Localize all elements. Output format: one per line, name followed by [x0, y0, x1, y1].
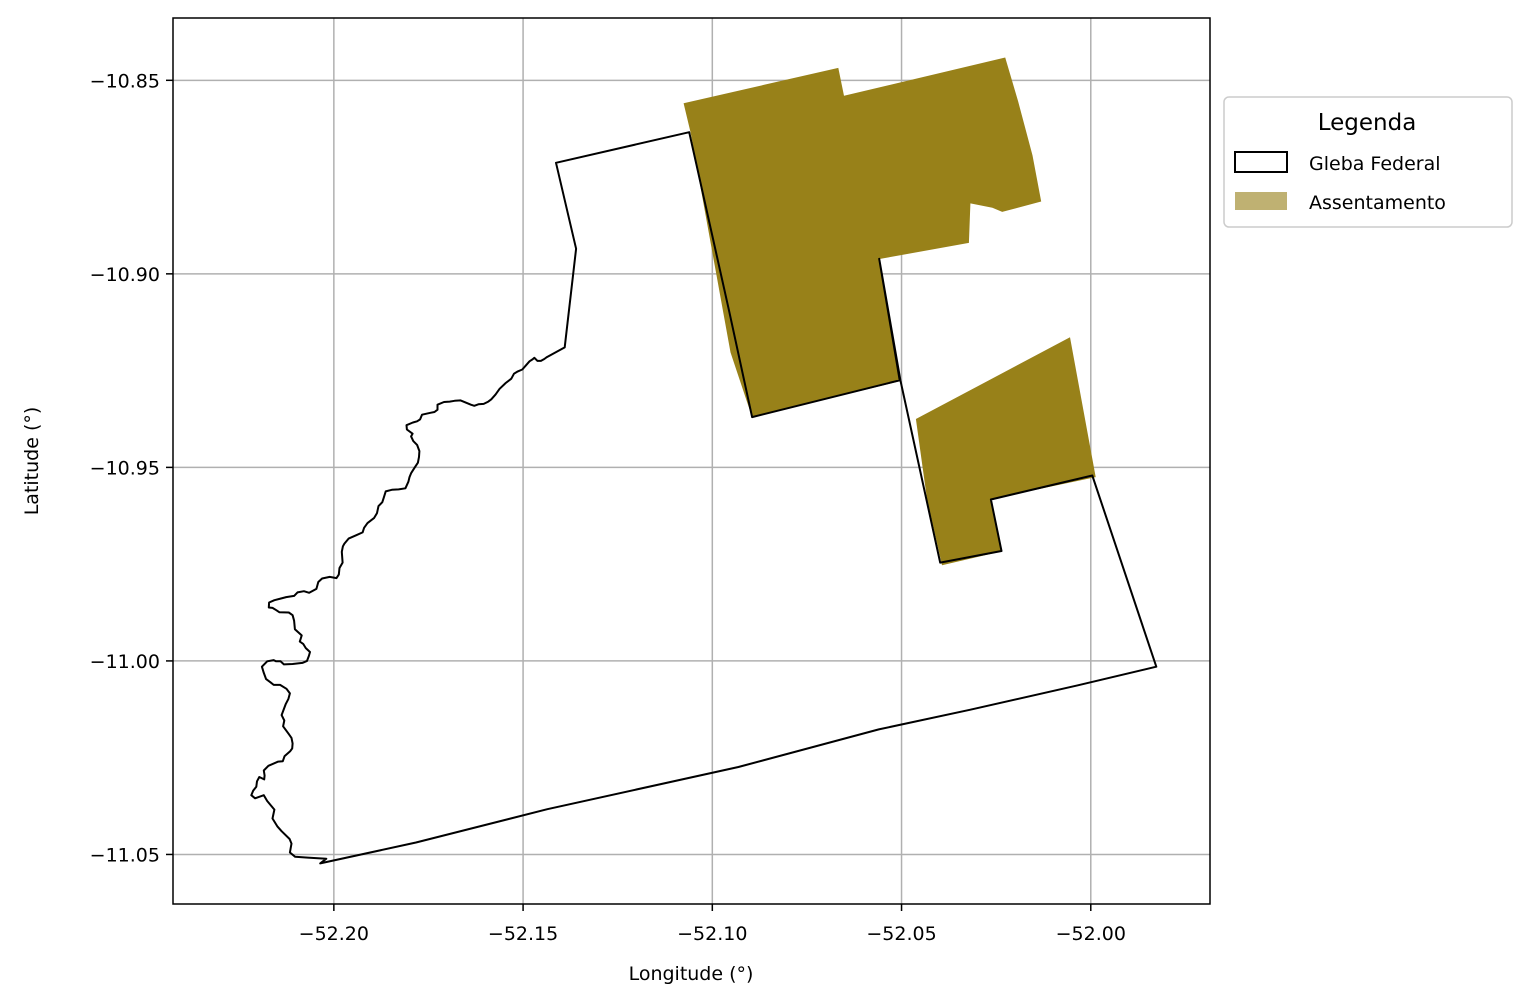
y-tick-label: −10.95 [90, 457, 160, 479]
y-tick-label: −10.90 [90, 264, 160, 286]
y-tick-label: −10.85 [90, 70, 160, 92]
legend-label-gleba-federal: Gleba Federal [1309, 153, 1441, 175]
x-tick-label: −52.00 [1056, 923, 1126, 945]
x-tick-label: −52.10 [677, 923, 747, 945]
y-axis-label: Latitude (°) [21, 407, 43, 516]
x-tick-label: −52.20 [299, 923, 369, 945]
legend-swatch-gleba-federal [1235, 152, 1287, 172]
x-axis-label: Longitude (°) [629, 963, 754, 985]
legend-title: Legenda [1318, 110, 1417, 136]
y-tick-label: −11.05 [90, 844, 160, 866]
legend-label-assentamento: Assentamento [1309, 192, 1446, 214]
legend-swatch-assentamento [1235, 192, 1287, 210]
x-tick-label: −52.15 [488, 923, 558, 945]
x-tick-label: −52.05 [866, 923, 936, 945]
y-tick-label: −11.00 [90, 651, 160, 673]
legend: Legenda Gleba Federal Assentamento [1224, 97, 1512, 227]
